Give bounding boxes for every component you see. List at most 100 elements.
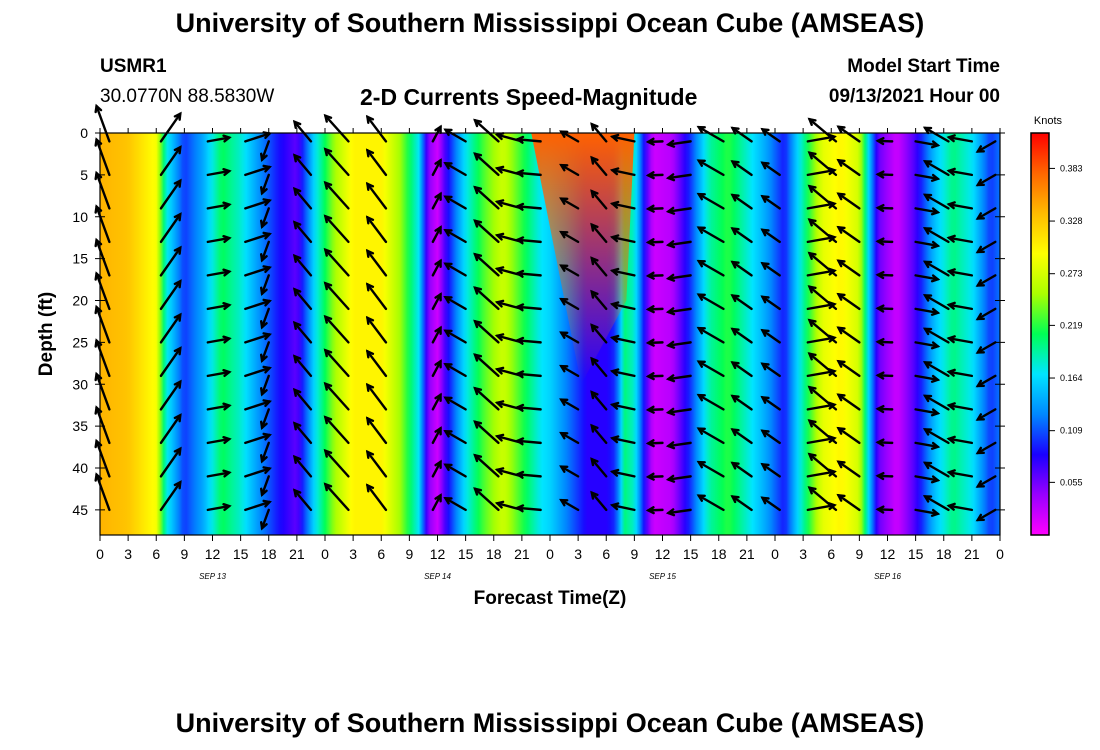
y-tick-label: 45	[72, 502, 88, 518]
vector-head	[559, 264, 569, 272]
vector-shaft	[324, 248, 350, 277]
current-vector	[836, 158, 861, 177]
vector-head	[696, 192, 706, 201]
vector-shaft	[914, 341, 939, 348]
current-vector	[730, 327, 753, 344]
vector-shaft	[947, 337, 974, 344]
vector-shaft	[260, 240, 270, 262]
current-vector	[975, 508, 997, 522]
x-tick-label: 0	[321, 546, 329, 562]
current-vector	[365, 181, 388, 210]
vector-shaft	[808, 419, 838, 445]
current-vector	[443, 362, 467, 378]
vector-shaft	[473, 219, 500, 244]
vector-head	[173, 245, 182, 255]
vector-shaft	[976, 207, 997, 220]
vector-head	[323, 113, 333, 123]
vector-shaft	[260, 374, 270, 396]
vector-head	[730, 394, 740, 403]
current-vector	[559, 163, 580, 177]
current-vector	[323, 314, 350, 344]
vector-shaft	[667, 341, 692, 347]
vector-shaft	[731, 294, 753, 311]
current-vector	[696, 460, 725, 478]
x-tick-label: 15	[458, 546, 474, 562]
current-vector	[807, 218, 838, 244]
vector-head	[590, 222, 599, 232]
vector-shaft	[95, 272, 111, 311]
vector-head	[434, 292, 442, 302]
vector-head	[609, 401, 620, 410]
vector-shaft	[731, 327, 753, 344]
current-vector	[559, 465, 580, 478]
vector-head	[559, 230, 569, 239]
current-vector	[292, 387, 313, 411]
vector-head	[609, 133, 620, 142]
current-vector	[159, 312, 182, 344]
x-tick-label: 12	[430, 546, 446, 562]
vector-shaft	[293, 455, 313, 478]
current-vector	[730, 126, 753, 143]
vector-head	[975, 480, 985, 488]
current-vector	[696, 360, 725, 378]
vector-shaft	[444, 162, 467, 177]
vector-shaft	[697, 360, 725, 378]
vector-shaft	[697, 125, 725, 143]
vector-shaft	[947, 136, 974, 143]
vector-shaft	[923, 126, 950, 143]
x-tick-label: 0	[996, 546, 1004, 562]
vector-head	[514, 504, 525, 513]
vector-shaft	[590, 189, 608, 210]
current-vector	[836, 493, 861, 512]
current-vector	[696, 125, 725, 143]
vector-head	[696, 226, 706, 234]
current-vector	[244, 265, 272, 277]
vector-shaft	[431, 427, 442, 445]
current-vector	[730, 227, 753, 244]
current-vector	[696, 427, 725, 445]
current-vector	[665, 508, 692, 517]
current-vector	[431, 292, 442, 311]
vector-head	[760, 496, 770, 505]
current-vector	[875, 270, 894, 280]
current-vector	[323, 214, 350, 244]
vector-shaft	[914, 408, 939, 415]
current-vector	[760, 161, 781, 177]
vector-shaft	[260, 307, 270, 329]
current-vector	[645, 338, 664, 347]
vector-shaft	[914, 173, 939, 180]
vector-shaft	[837, 226, 861, 244]
vector-head	[609, 468, 620, 477]
current-vector	[946, 301, 974, 311]
vector-shaft	[444, 296, 467, 311]
current-vector	[760, 496, 781, 512]
current-vector	[836, 225, 861, 244]
current-vector	[206, 201, 232, 210]
date-label: SEP 16	[874, 572, 901, 581]
vector-head	[590, 423, 599, 433]
vector-shaft	[366, 115, 388, 143]
vector-head	[292, 220, 302, 230]
vector-head	[975, 346, 985, 354]
current-vector	[244, 399, 272, 411]
vector-head	[443, 463, 453, 472]
x-tick-label: 6	[377, 546, 385, 562]
vector-head	[292, 153, 302, 163]
current-vector	[323, 381, 350, 411]
current-vector	[514, 370, 542, 379]
date-label: SEP 13	[199, 572, 226, 581]
vector-head	[262, 164, 272, 173]
current-vector	[807, 419, 838, 445]
vector-shaft	[590, 156, 608, 177]
vector-head	[262, 198, 272, 207]
vector-shaft	[516, 473, 542, 478]
vector-head	[946, 402, 956, 411]
y-tick-label: 40	[72, 460, 88, 476]
vector-head	[173, 312, 182, 322]
vector-head	[323, 281, 333, 291]
vector-head	[365, 315, 375, 325]
vector-head	[173, 446, 182, 456]
vector-shaft	[159, 313, 182, 344]
vector-head	[975, 513, 985, 522]
current-vector	[365, 215, 388, 244]
